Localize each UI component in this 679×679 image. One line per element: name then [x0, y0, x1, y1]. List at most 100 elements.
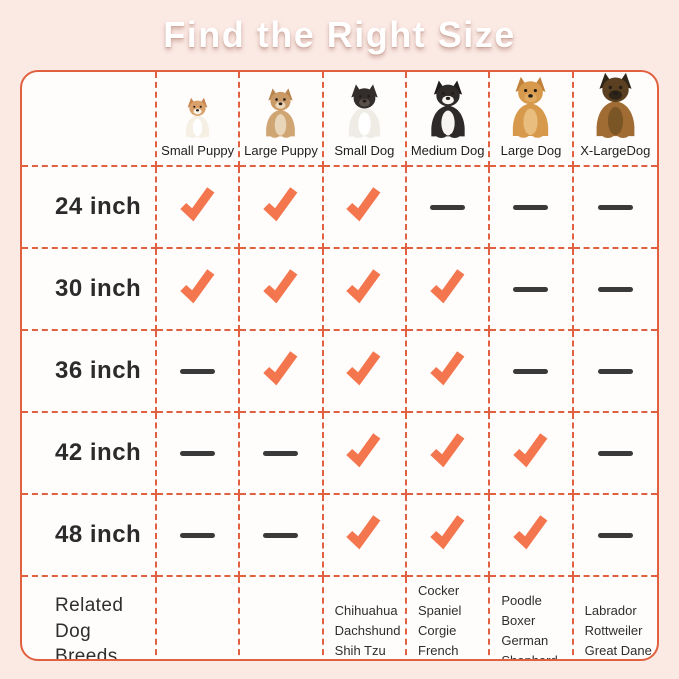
column-header-german-shepherd: X-LargeDog	[573, 72, 657, 167]
breed-name: Poodle	[501, 593, 542, 609]
size-cell	[157, 167, 241, 249]
corgi-puppy-icon	[180, 96, 215, 138]
column-label: Small Dog	[334, 143, 395, 158]
dash-icon	[597, 286, 633, 292]
chihuahua-icon	[259, 86, 302, 138]
size-cell	[490, 413, 574, 495]
size-cell	[407, 249, 491, 331]
french-bulldog-icon	[341, 82, 388, 138]
check-icon	[177, 184, 219, 231]
breed-name: Chihuahua	[334, 603, 398, 619]
page-title: Find the Right Size	[163, 14, 516, 55]
size-cell	[490, 331, 574, 413]
breed-name: German Shepherd	[501, 633, 558, 661]
size-cell	[240, 249, 324, 331]
check-icon	[510, 512, 552, 559]
breed-name: French Bulldog	[418, 643, 459, 659]
dash-icon	[513, 204, 549, 210]
size-cell	[490, 167, 574, 249]
breeds-row-label: Related Dog Breeds	[22, 577, 157, 659]
check-icon	[343, 184, 385, 231]
size-cell	[407, 167, 491, 249]
column-header-border-collie: Medium Dog	[407, 72, 491, 167]
size-cell	[573, 495, 657, 577]
dash-icon	[430, 204, 466, 210]
check-icon	[260, 184, 302, 231]
column-label: Large Puppy	[244, 143, 318, 158]
border-collie-icon	[423, 78, 473, 138]
size-cell	[490, 249, 574, 331]
breed-name: Boxer	[501, 613, 536, 629]
dash-icon	[180, 532, 216, 538]
size-row-label: 36 inch	[22, 331, 157, 413]
dash-icon	[597, 204, 633, 210]
size-cell	[240, 331, 324, 413]
size-cell	[323, 413, 407, 495]
size-cell	[157, 413, 241, 495]
dash-icon	[597, 532, 633, 538]
breeds-list: Poodle Boxer German Shepherd	[490, 577, 574, 661]
golden-retriever-icon	[504, 74, 557, 138]
breed-name: Dachshund	[334, 623, 401, 639]
size-row-label: 24 inch	[22, 167, 157, 249]
check-icon	[427, 266, 469, 313]
size-row-label: 30 inch	[22, 249, 157, 331]
german-shepherd-icon	[587, 72, 644, 138]
dash-icon	[597, 368, 633, 374]
size-cell	[573, 413, 657, 495]
breed-name: Corgie	[418, 623, 457, 639]
size-cell	[157, 331, 241, 413]
size-cell	[323, 495, 407, 577]
breeds-list	[240, 577, 324, 659]
column-header-corgi-puppy: Small Puppy	[157, 72, 241, 167]
column-label: Large Dog	[500, 143, 562, 158]
column-header-french-bulldog: Small Dog	[323, 72, 407, 167]
dash-icon	[513, 368, 549, 374]
breed-name: Cocker Spaniel	[418, 583, 462, 619]
check-icon	[177, 266, 219, 313]
column-label: Small Puppy	[161, 143, 235, 158]
size-cell	[573, 167, 657, 249]
size-cell	[323, 249, 407, 331]
check-icon	[260, 348, 302, 395]
breed-name: Labrador	[584, 603, 637, 619]
size-row-label: 42 inch	[22, 413, 157, 495]
size-cell	[323, 331, 407, 413]
size-cell	[157, 249, 241, 331]
breeds-list: Labrador Rottweiler Great Dane	[574, 577, 657, 659]
dash-icon	[180, 450, 216, 456]
breed-name: Shih Tzu	[334, 643, 386, 659]
check-icon	[427, 430, 469, 477]
check-icon	[427, 512, 469, 559]
check-icon	[260, 266, 302, 313]
column-label: X-LargeDog	[580, 143, 651, 158]
column-header-chihuahua: Large Puppy	[240, 72, 324, 167]
check-icon	[343, 512, 385, 559]
size-cell	[490, 495, 574, 577]
check-icon	[510, 430, 552, 477]
dash-icon	[513, 286, 549, 292]
size-cell	[407, 413, 491, 495]
title-bar: Find the Right Size	[0, 0, 679, 70]
check-icon	[343, 266, 385, 313]
size-cell	[323, 167, 407, 249]
breed-name: Rottweiler	[584, 623, 643, 639]
corner-cell	[22, 72, 157, 167]
size-row-label: 48 inch	[22, 495, 157, 577]
size-cell	[407, 331, 491, 413]
check-icon	[343, 430, 385, 477]
size-cell	[240, 495, 324, 577]
column-label: Medium Dog	[410, 143, 485, 158]
size-cell	[573, 249, 657, 331]
breeds-list	[157, 577, 241, 659]
size-cell	[573, 331, 657, 413]
dash-icon	[597, 450, 633, 456]
breed-name: Great Dane	[584, 643, 652, 659]
dash-icon	[180, 368, 216, 374]
column-header-golden-retriever: Large Dog	[490, 72, 574, 167]
size-cell	[240, 413, 324, 495]
dash-icon	[263, 450, 299, 456]
size-cell	[407, 495, 491, 577]
breeds-list: Cocker Spaniel Corgie French Bulldog	[407, 577, 491, 659]
